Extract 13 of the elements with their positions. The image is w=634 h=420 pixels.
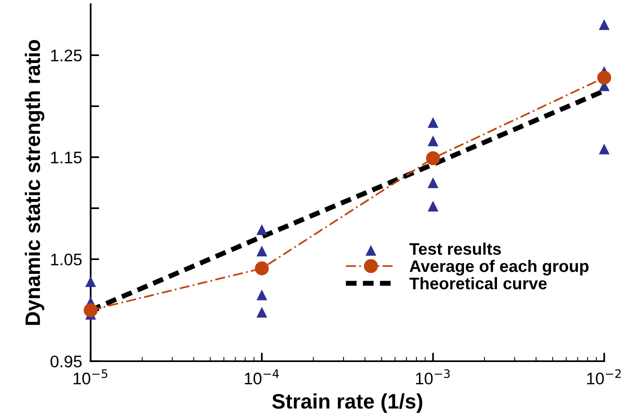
legend-label: Test results [409,242,501,255]
y-tick-label: 1.15 [51,152,82,164]
legend-label: Theoretical curve [409,277,547,290]
x-tick-label: 10$^{−2}$ [587,369,621,384]
x-tick-label: 10$^{−4}$ [244,369,279,384]
x-tick-label: 10$^{−3}$ [416,369,450,384]
y-tick-label: 1.25 [51,50,82,62]
y-axis-title: Dynamic static strength ratio [24,40,44,325]
y-tick-label: 0.95 [50,356,82,368]
x-axis-title: Strain rate (1/s) [272,393,422,413]
legend-label: Average of each group [410,260,589,276]
x-tick-label: 10$^{−5}$ [74,369,108,384]
y-tick-label: 1.05 [51,254,82,266]
